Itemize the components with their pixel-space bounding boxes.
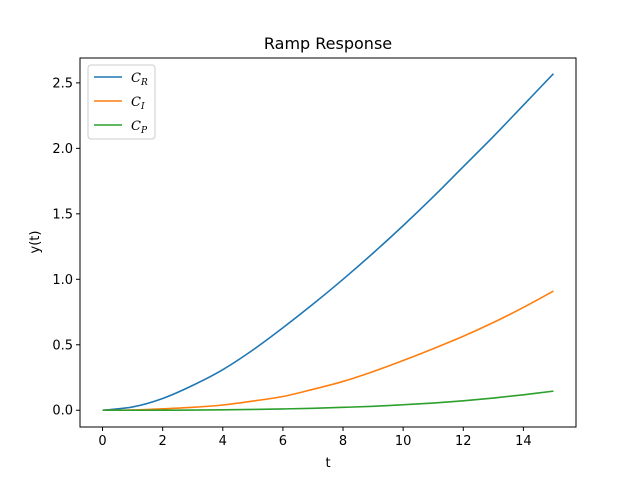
- x-axis: 0 2 4 6 8 10 12 14: [98, 427, 532, 449]
- legend-label: CR: [131, 71, 148, 88]
- legend-label: CI: [131, 95, 145, 112]
- legend-label-subscript: I: [140, 102, 145, 112]
- legend-label-main: C: [131, 95, 141, 110]
- legend-label-main: C: [131, 119, 141, 134]
- y-tick-label: 0.5: [52, 338, 73, 353]
- y-tick-label: 1.0: [52, 273, 73, 288]
- y-tick-label: 2.0: [52, 142, 73, 157]
- legend-label: CP: [131, 119, 148, 136]
- x-tick-label: 14: [515, 434, 532, 449]
- x-tick-label: 4: [219, 434, 227, 449]
- legend-label-main: C: [131, 71, 141, 86]
- x-tick-label: 12: [455, 434, 472, 449]
- legend-label-subscript: P: [140, 126, 148, 136]
- x-axis-label: t: [325, 456, 330, 471]
- plot-area: [102, 73, 555, 412]
- legend-label-subscript: R: [140, 78, 148, 88]
- series-line-c-r: [102, 73, 555, 412]
- y-axis-label: y(t): [28, 231, 43, 254]
- x-tick-label: 10: [395, 434, 412, 449]
- y-tick-label: 2.5: [52, 76, 73, 91]
- legend-box: [87, 64, 156, 140]
- chart-title: Ramp Response: [264, 34, 392, 53]
- x-tick-label: 2: [159, 434, 167, 449]
- y-tick-label: 1.5: [52, 207, 73, 222]
- x-tick-label: 8: [339, 434, 347, 449]
- x-tick-label: 0: [98, 434, 106, 449]
- x-tick-label: 6: [279, 434, 287, 449]
- series-line-c-i: [102, 290, 554, 412]
- plot-frame: [79, 57, 577, 428]
- y-axis: 0.0 0.5 1.0 1.5 2.0 2.5: [52, 76, 80, 419]
- y-tick-label: 0.0: [52, 404, 73, 419]
- series-line-c-p: [102, 390, 554, 412]
